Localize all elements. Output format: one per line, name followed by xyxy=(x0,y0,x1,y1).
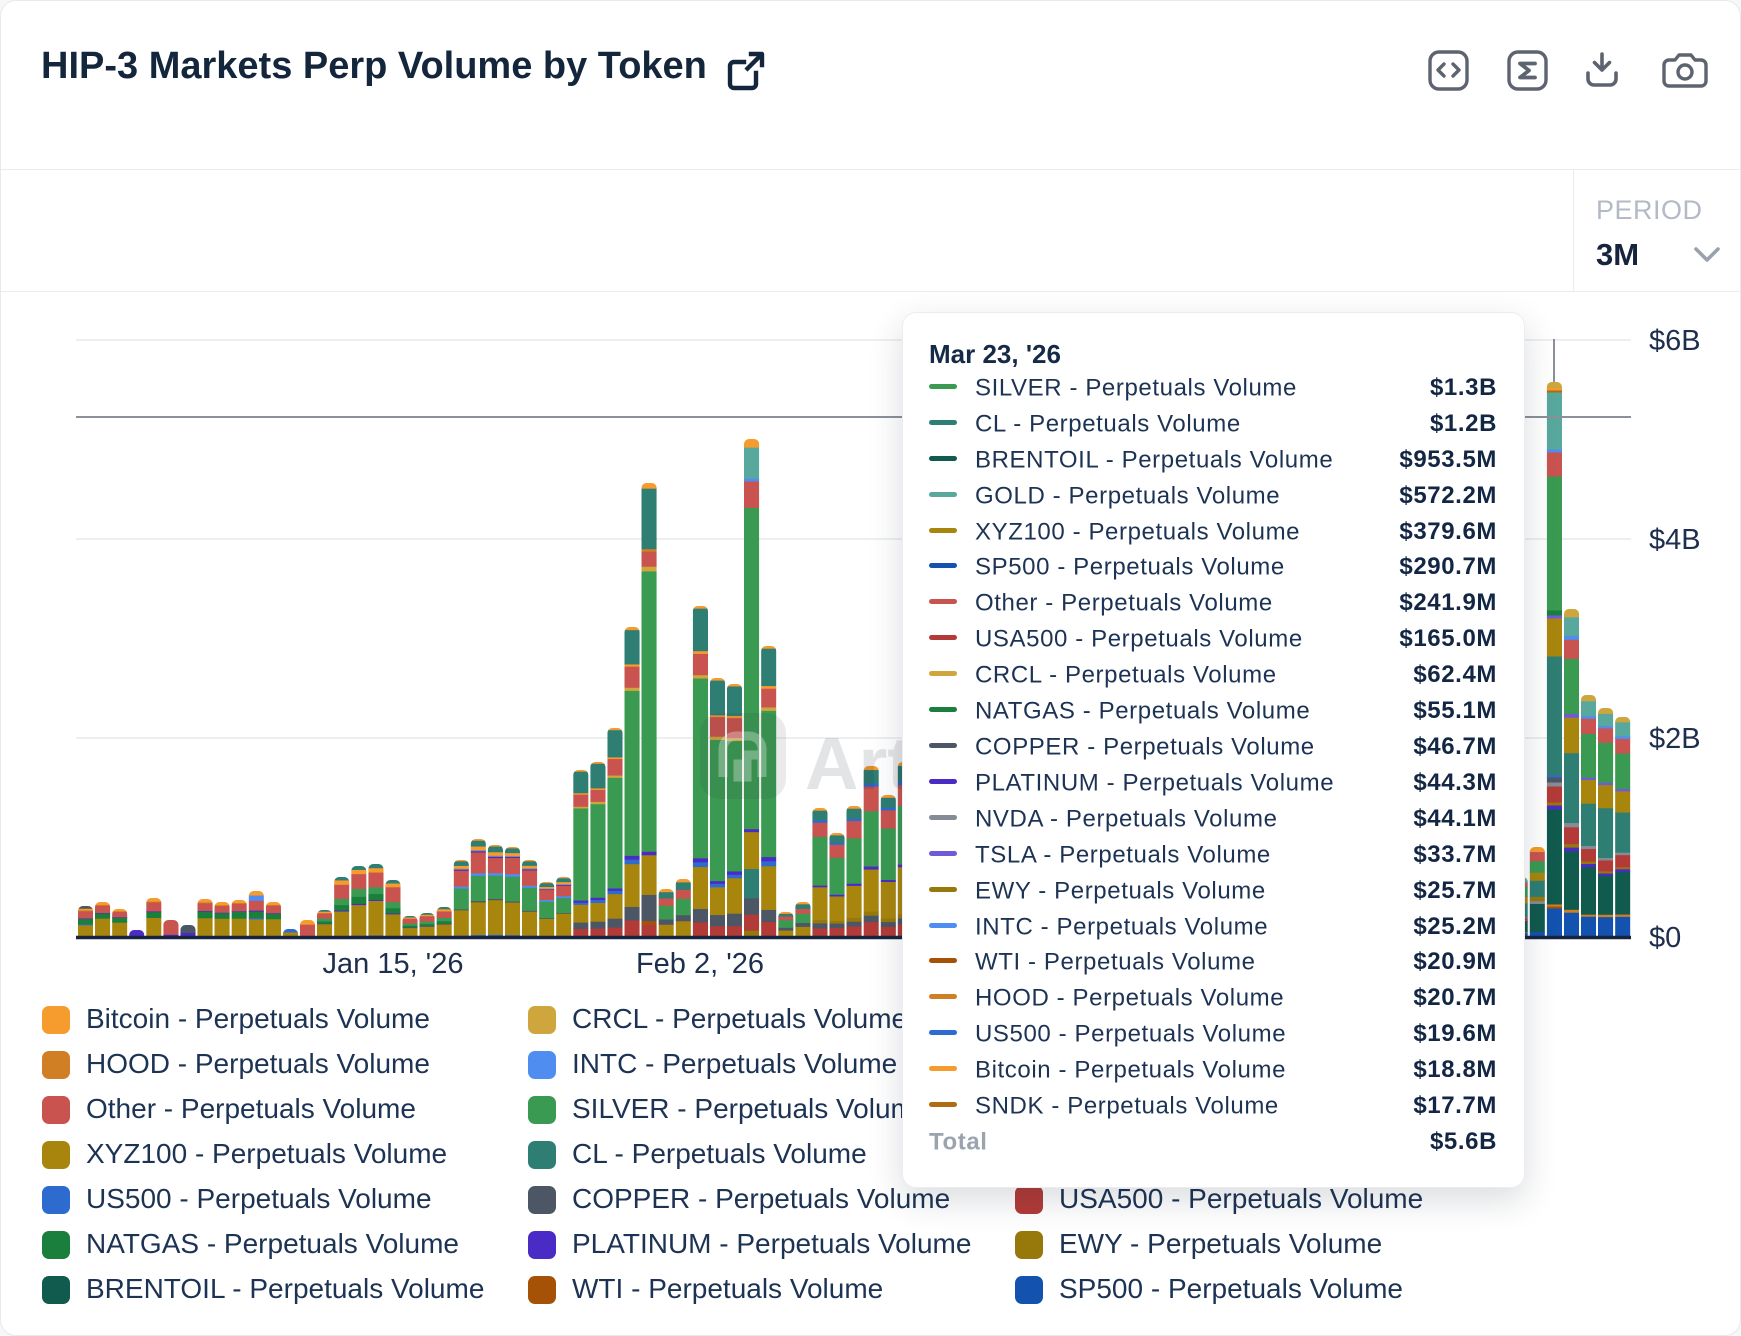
svg-text:Jan 15, '26: Jan 15, '26 xyxy=(323,948,464,980)
svg-text:$6B: $6B xyxy=(1649,325,1701,357)
svg-text:$2B: $2B xyxy=(1649,723,1701,755)
svg-text:$4B: $4B xyxy=(1649,524,1701,556)
svg-text:$0: $0 xyxy=(1649,922,1681,954)
svg-text:Feb 2, '26: Feb 2, '26 xyxy=(636,948,764,980)
